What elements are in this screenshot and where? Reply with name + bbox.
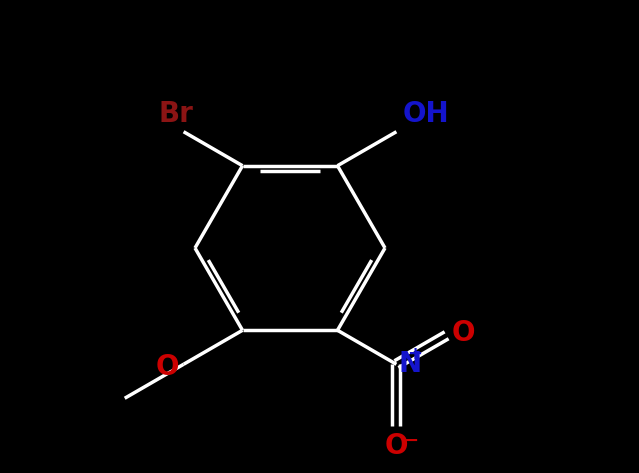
Text: −: − — [403, 432, 418, 450]
Text: O: O — [385, 432, 408, 460]
Text: O: O — [156, 353, 180, 381]
Text: +: + — [407, 345, 422, 363]
Text: Br: Br — [158, 100, 193, 128]
Text: OH: OH — [403, 100, 449, 128]
Text: N: N — [398, 350, 422, 378]
Text: O: O — [452, 319, 475, 347]
